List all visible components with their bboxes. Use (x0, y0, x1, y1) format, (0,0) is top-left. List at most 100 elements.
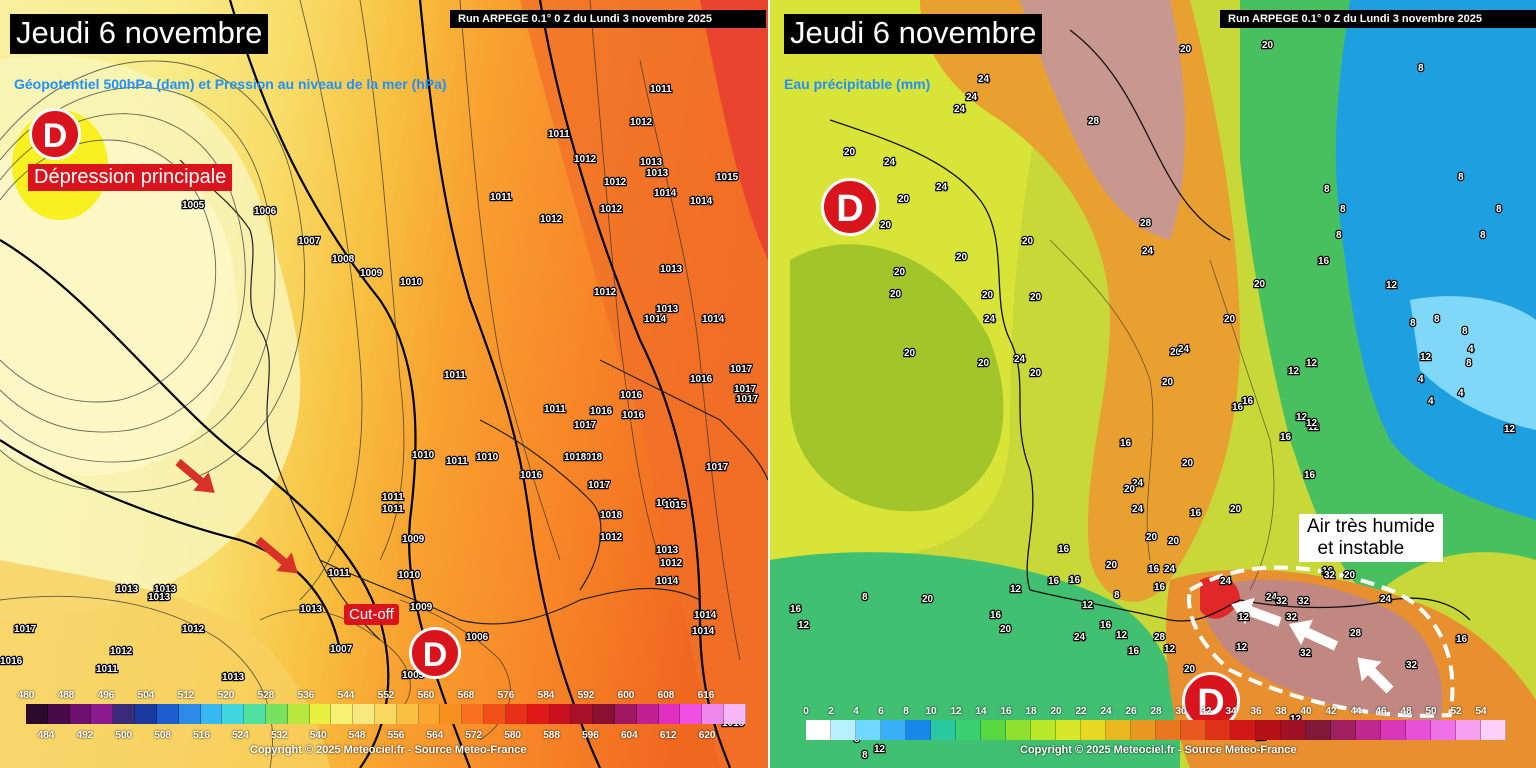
geo-band-highest (700, 0, 768, 260)
pw-value-label: 20 (1182, 458, 1194, 469)
scale-swatch (806, 720, 831, 740)
scale-tick-label: 44 (1350, 706, 1362, 717)
pressure-value-label: 1015 (664, 500, 687, 511)
scale-tick-label: 16 (1000, 706, 1012, 717)
scale-tick-label: 10 (925, 706, 937, 717)
depression-label: Dépression principale (28, 164, 233, 191)
scale-swatch (178, 704, 201, 724)
pressure-value-label: 1014 (654, 188, 677, 199)
pw-value-label: 8 (1410, 318, 1416, 329)
pw-value-label: 16 (1154, 582, 1166, 593)
flow-arrows (1231, 597, 1394, 694)
scale-swatch (396, 704, 419, 724)
pw-coastlines (829, 29, 1471, 622)
pw-value-label: 8 (1434, 314, 1440, 325)
scale-tick-label: 12 (950, 706, 962, 717)
low-pressure-marker: D (821, 178, 879, 236)
pw-value-label: 20 (1230, 504, 1242, 515)
scale-swatch (1281, 720, 1306, 740)
scale-swatch (244, 704, 266, 724)
scale-tick-label: 552 (377, 690, 395, 701)
scale-tick-label: 580 (504, 730, 521, 741)
pressure-value-label: 1012 (630, 117, 653, 128)
scale-swatch (1031, 720, 1056, 740)
pressure-value-label: 1013 (148, 592, 171, 603)
pressure-value-label: 1013 (656, 304, 679, 315)
pw-value-label: 24 (936, 182, 948, 193)
copyright-text: Copyright © 2025 Meteociel.fr - Source M… (1020, 744, 1297, 756)
pw-max-core (1200, 576, 1240, 619)
scale-swatch (680, 704, 703, 724)
pressure-value-label: 1011 (444, 370, 466, 381)
arrow-icon (1357, 657, 1394, 694)
scale-tick-label: 24 (1100, 706, 1112, 717)
scale-swatch (1406, 720, 1431, 740)
pw-high-moisture-north (1020, 0, 1185, 240)
pw-value-label: 12 (1420, 352, 1432, 363)
scale-swatch (906, 720, 931, 740)
pw-value-label: 8 (1462, 326, 1468, 337)
scale-swatch (1081, 720, 1106, 740)
pw-value-label: 24 (1164, 564, 1176, 575)
pw-value-label: 32 (1276, 596, 1288, 607)
scale-tick-label: 52 (1450, 706, 1462, 717)
scale-swatch (69, 704, 92, 724)
pressure-value-label: 1017 (734, 384, 757, 395)
pw-value-label: 24 (1178, 344, 1190, 355)
precipitable-water-map-panel: 20 20 24 24 24 20 24 24 20 20 28 28 24 20 20 20 20 20 20 24… (770, 0, 1536, 768)
pressure-value-label: 1011 (544, 404, 566, 415)
cutoff-low-marker: D (409, 627, 461, 679)
pw-value-label: 16 (1058, 544, 1070, 555)
pw-value-label: 20 (956, 252, 968, 263)
pressure-value-label: 1017 (736, 394, 759, 405)
scale-swatch (702, 704, 724, 724)
scale-swatch (593, 704, 615, 724)
copyright-text: Copyright © 2025 Meteociel.fr - Source M… (250, 744, 527, 756)
pressure-value-label: 1009 (402, 534, 425, 545)
pressure-value-label: 1017 (574, 420, 597, 431)
pw-value-label: 20 (904, 348, 916, 359)
scale-tick-label: 488 (57, 690, 75, 701)
pressure-value-label: 1017 (14, 624, 37, 635)
pressure-value-label: 1014 (694, 610, 717, 621)
scale-swatch (484, 704, 506, 724)
pw-value-label: 20 (1022, 236, 1034, 247)
panel-divider (768, 0, 770, 768)
pw-value-label: 12 (1308, 422, 1320, 433)
pw-value-label: 24 (1014, 354, 1026, 365)
scale-swatch (462, 704, 485, 724)
pw-value-label: 8 (862, 750, 868, 761)
pw-value-label: 16 (1242, 396, 1254, 407)
pw-value-label: 16 (1322, 566, 1334, 577)
model-run-banner: Run ARPEGE 0.1° 0 Z du Lundi 3 novembre … (450, 10, 766, 28)
pw-value-label: 8 (1496, 204, 1502, 215)
pw-value-label: 12 (1010, 584, 1022, 595)
low-pressure-marker: D (29, 108, 81, 160)
pw-value-label: 8 (1418, 63, 1424, 74)
pw-value-label: 20 (890, 289, 902, 300)
pw-value-label: 16 (1456, 634, 1468, 645)
scale-tick-label: 532 (270, 730, 288, 741)
scale-swatch (1481, 720, 1506, 740)
scale-swatch (353, 704, 375, 724)
pw-value-label: 20 (1124, 484, 1136, 495)
pressure-value-label: 1014 (692, 626, 715, 637)
pw-value-label: 8 (1114, 590, 1120, 601)
pw-borders (1049, 239, 1275, 591)
scale-swatch (881, 720, 906, 740)
pw-value-label: 20 (1224, 314, 1236, 325)
scale-tick-label: 30 (1175, 706, 1187, 717)
arrow-icon (1288, 619, 1339, 651)
pw-value-label: 20 (898, 194, 910, 205)
pressure-value-label: 1018 (564, 452, 587, 463)
scale-swatch (1356, 720, 1381, 740)
map-subtitle: Géopotentiel 500hPa (dam) et Pression au… (14, 76, 447, 92)
pw-value-label: 24 (1380, 594, 1392, 605)
pw-value-label: 8 (1336, 230, 1342, 241)
arrow-icon (175, 458, 215, 493)
arrow-icon (1231, 597, 1282, 627)
pw-value-label: 4 (1468, 344, 1474, 355)
pressure-value-label: 1012 (594, 287, 617, 298)
scale-swatch (1206, 720, 1231, 740)
pressure-value-label: 1010 (412, 450, 435, 461)
